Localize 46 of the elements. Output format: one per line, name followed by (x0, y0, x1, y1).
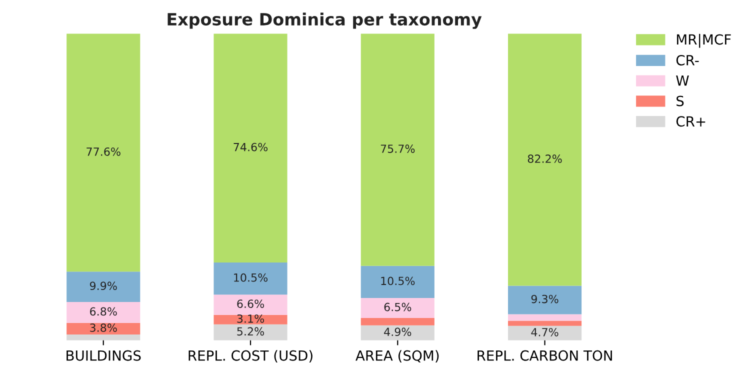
data-label: 82.2% (528, 154, 562, 163)
bar (360, 266, 434, 298)
bar (214, 294, 288, 315)
bar (508, 326, 582, 340)
x-tick-label: AREA (SQM) (356, 350, 439, 362)
data-label: 9.9% (90, 282, 117, 290)
bar (360, 325, 434, 340)
bar (214, 314, 288, 324)
bar (66, 272, 140, 302)
legend-label: CR+ (676, 116, 706, 127)
data-label: 6.8% (90, 307, 117, 316)
legend-label: W (676, 76, 689, 86)
bar (508, 34, 582, 286)
data-label: 74.6% (234, 142, 268, 152)
data-label: 3.1% (237, 314, 264, 323)
data-label: 75.7% (380, 144, 415, 153)
data-label: 5.2% (237, 327, 264, 336)
data-label: 3.8% (90, 324, 117, 332)
data-label: 10.5% (381, 276, 415, 286)
x-tick-label: REPL. COST (USD) (188, 350, 312, 362)
data-label: 4.7% (531, 328, 558, 336)
bar (66, 302, 140, 323)
bar (360, 298, 434, 318)
chart-title: Exposure Dominica per taxonomy (168, 12, 482, 29)
data-label: 77.6% (86, 147, 120, 156)
bar (214, 324, 288, 340)
x-tick-label: REPL. CARBON TON (478, 350, 612, 361)
x-tick-label: BUILDINGS (66, 350, 141, 361)
bar (508, 286, 582, 314)
data-label: 9.3% (531, 294, 558, 304)
legend-label: CR- (676, 54, 699, 66)
data-label: 6.6% (237, 300, 264, 308)
data-label: 6.5% (384, 302, 412, 312)
legend-label: S (676, 96, 684, 106)
bar (214, 34, 288, 262)
bar (508, 320, 582, 326)
bar (360, 34, 434, 266)
legend-label: MR|MCF (676, 34, 731, 48)
bar (214, 262, 288, 295)
bar (66, 34, 140, 272)
bar (66, 322, 140, 335)
bar (508, 314, 582, 321)
data-label: 4.9% (384, 328, 412, 336)
bar (66, 334, 140, 340)
bar (360, 318, 434, 326)
data-label: 10.5% (234, 273, 268, 282)
